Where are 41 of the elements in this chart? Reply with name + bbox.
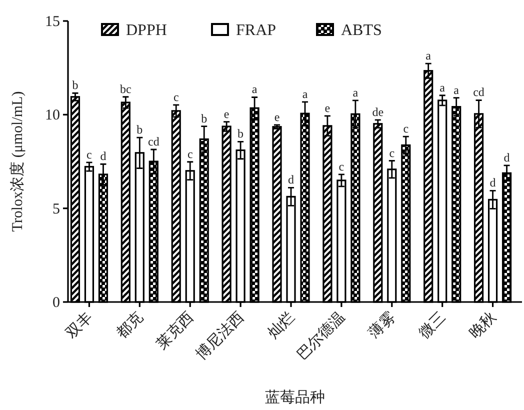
- y-tick-label: 15: [45, 14, 60, 30]
- data-label: b: [136, 122, 143, 137]
- data-label: a: [252, 82, 258, 96]
- y-tick-label: 5: [52, 201, 60, 218]
- x-tick-label: 都克: [113, 308, 146, 342]
- data-label: b: [72, 78, 78, 92]
- x-tick-label: 微三: [416, 310, 450, 342]
- data-label: d: [490, 176, 496, 190]
- x-axis-title: 蓝莓品种: [265, 389, 325, 406]
- data-label: c: [187, 146, 193, 161]
- data-label: e: [324, 100, 330, 115]
- y-tick-label: 10: [45, 108, 60, 124]
- data-label: a: [302, 86, 308, 101]
- data-label: c: [86, 147, 92, 162]
- data-label: bc: [120, 82, 132, 96]
- y-tick-label: 0: [52, 295, 60, 311]
- data-label: a: [426, 48, 432, 63]
- data-label: c: [173, 90, 179, 104]
- data-label: cd: [473, 85, 484, 100]
- data-label: e: [224, 106, 230, 121]
- data-label: c: [403, 122, 409, 136]
- x-tick-label: 晚秋: [466, 308, 500, 342]
- legend-label: DPPH: [126, 22, 168, 39]
- data-label: b: [238, 126, 244, 141]
- data-label: d: [100, 149, 106, 164]
- data-label: e: [274, 110, 280, 124]
- data-label: c: [389, 146, 395, 160]
- data-label: a: [454, 82, 460, 97]
- data-label: de: [372, 104, 384, 119]
- data-label: a: [440, 80, 446, 94]
- y-axis-title: Trolox浓度 (μmol/mL): [9, 91, 26, 232]
- data-label: a: [352, 85, 359, 100]
- legend-label: FRAP: [236, 22, 276, 39]
- x-tick-label: 双丰: [62, 308, 96, 342]
- data-label: d: [504, 150, 510, 164]
- x-tick-label: 薄雾: [365, 308, 399, 342]
- legend-label: ABTS: [341, 22, 382, 39]
- data-label: d: [288, 172, 294, 187]
- data-label: cd: [148, 134, 160, 149]
- data-label: c: [338, 159, 344, 174]
- data-label: b: [201, 111, 208, 126]
